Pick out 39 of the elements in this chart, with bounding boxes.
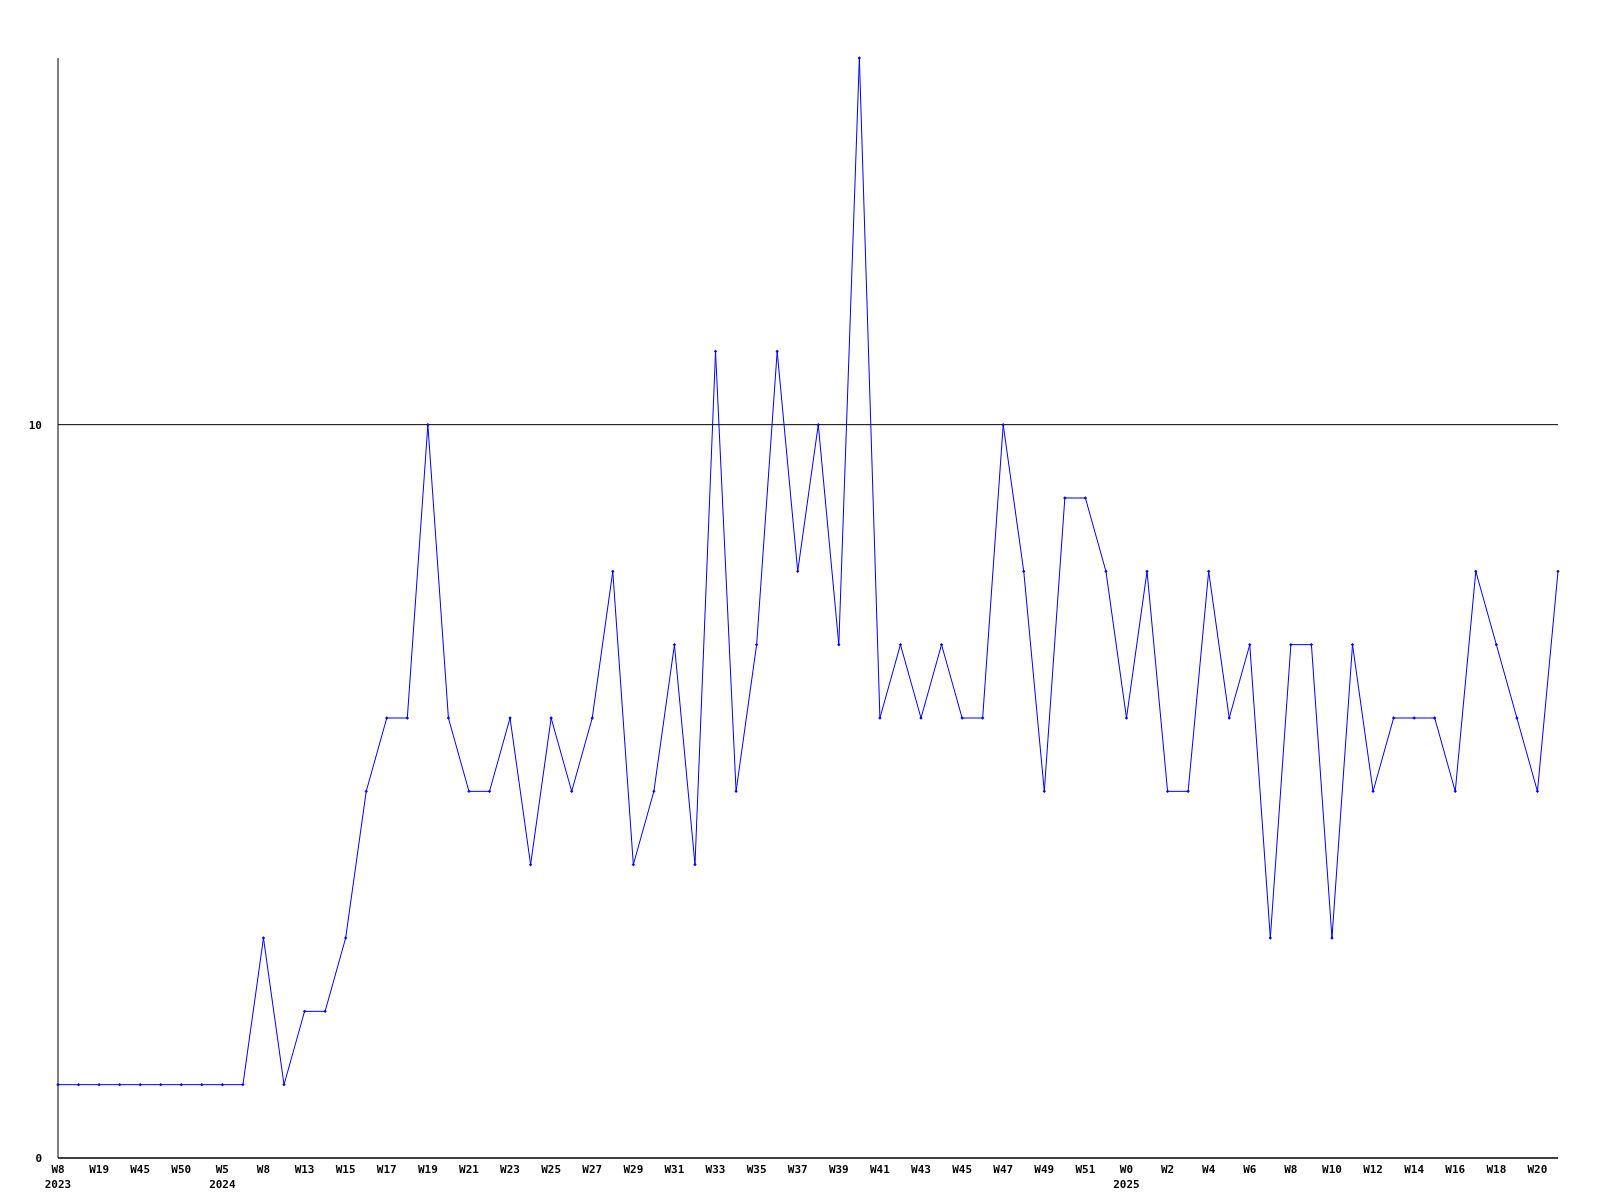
x-tick-label: W49 bbox=[1034, 1163, 1055, 1176]
x-tick-label: W8 bbox=[256, 1163, 271, 1176]
y-tick-label: 10 bbox=[28, 418, 42, 432]
x-tick-label: W33 bbox=[705, 1163, 726, 1176]
x-tick-label: W13 bbox=[294, 1163, 315, 1176]
x-tick-label: W41 bbox=[869, 1163, 891, 1176]
x-tick-label: W45 bbox=[130, 1163, 151, 1176]
x-tick-label: W23 bbox=[500, 1163, 520, 1176]
x-tick-label: W25 bbox=[541, 1163, 562, 1176]
x-tick-label: W0 2025 bbox=[1113, 1163, 1140, 1191]
x-tick-label: W31 bbox=[664, 1163, 685, 1176]
x-tick-label: W43 bbox=[911, 1163, 931, 1176]
x-tick-label: W27 bbox=[582, 1163, 603, 1176]
x-tick-label: W2 bbox=[1160, 1163, 1175, 1176]
x-tick-label: W18 bbox=[1486, 1163, 1507, 1176]
x-tick-label: W14 bbox=[1404, 1163, 1425, 1176]
x-tick-label: W16 bbox=[1445, 1163, 1466, 1176]
x-tick-label: W45 bbox=[952, 1163, 973, 1176]
x-tick-label: W5 2024 bbox=[209, 1163, 236, 1191]
x-tick-label: W47 bbox=[993, 1163, 1014, 1176]
x-tick-label: W20 bbox=[1527, 1163, 1548, 1176]
x-tick-label: W37 bbox=[787, 1163, 808, 1176]
x-tick-label: W35 bbox=[746, 1163, 767, 1176]
x-tick-label: W8 2023 bbox=[44, 1163, 72, 1191]
x-tick-label: W39 bbox=[828, 1163, 849, 1176]
x-tick-label: W21 bbox=[459, 1163, 480, 1176]
x-tick-label: W8 bbox=[1284, 1163, 1298, 1176]
x-tick-label: W15 bbox=[335, 1163, 356, 1176]
x-tick-label: W29 bbox=[623, 1163, 644, 1176]
x-tick-label: W10 bbox=[1322, 1163, 1342, 1176]
x-tick-label: W17 bbox=[376, 1163, 397, 1176]
x-tick-label: W12 bbox=[1363, 1163, 1384, 1176]
x-tick-label: W19 bbox=[89, 1163, 110, 1176]
x-tick-label: W19 bbox=[417, 1163, 438, 1176]
x-tick-label: W6 bbox=[1243, 1163, 1257, 1176]
x-tick-label: W51 bbox=[1075, 1163, 1096, 1176]
x-tick-label: W50 bbox=[171, 1163, 192, 1176]
x-tick-label: W4 bbox=[1202, 1163, 1216, 1176]
y-tick-label: 0 bbox=[35, 1151, 42, 1165]
